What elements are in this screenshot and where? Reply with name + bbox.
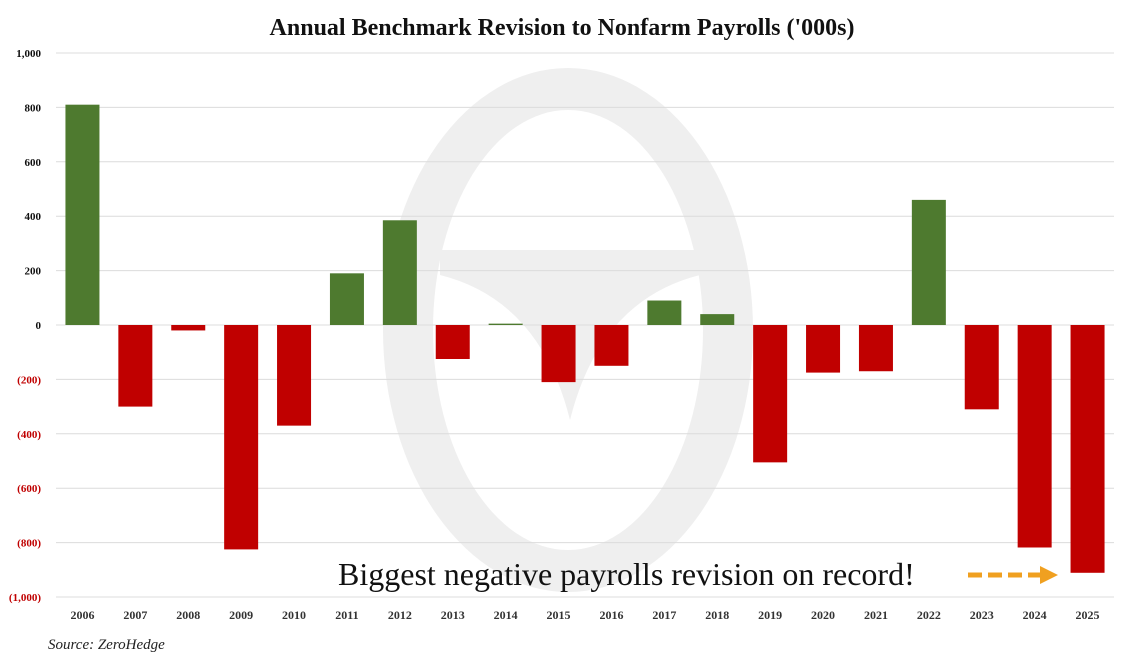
source-note: Source: ZeroHedge xyxy=(48,637,165,653)
y-tick-label: (600) xyxy=(17,483,41,495)
x-tick-label: 2022 xyxy=(917,608,941,622)
y-tick-label: 400 xyxy=(25,211,42,223)
bar-2024 xyxy=(1017,325,1052,548)
bar-2014 xyxy=(488,323,523,325)
x-tick-label: 2016 xyxy=(599,608,623,622)
bar-2007 xyxy=(118,325,153,407)
y-axis-ticks: 1,000 800 600 400 200 0 (200) (400) (600) (800) (1… xyxy=(9,48,42,604)
y-tick-label: (800) xyxy=(17,538,41,550)
bar-2023 xyxy=(964,325,999,410)
record-annotation: Biggest negative payrolls revision on re… xyxy=(338,556,915,592)
y-tick-label: 200 xyxy=(25,266,42,278)
x-tick-label: 2023 xyxy=(970,608,994,622)
x-tick-label: 2025 xyxy=(1076,608,1100,622)
y-tick-label: (200) xyxy=(17,374,41,386)
bar-2008 xyxy=(171,325,206,331)
x-tick-label: 2017 xyxy=(652,608,676,622)
x-tick-label: 2006 xyxy=(70,608,94,622)
y-tick-label: (1,000) xyxy=(9,592,41,604)
bar-2015 xyxy=(541,325,576,383)
chart-title: Annual Benchmark Revision to Nonfarm Pay… xyxy=(270,15,855,41)
x-tick-label: 2019 xyxy=(758,608,782,622)
bar-2020 xyxy=(806,325,841,373)
x-tick-label: 2013 xyxy=(441,608,465,622)
bar-2016 xyxy=(594,325,629,366)
x-tick-label: 2024 xyxy=(1023,608,1047,622)
bars xyxy=(65,104,1105,573)
x-tick-label: 2015 xyxy=(547,608,571,622)
bar-2012 xyxy=(382,220,417,325)
x-tick-label: 2018 xyxy=(705,608,729,622)
y-tick-label: 800 xyxy=(25,102,42,114)
y-tick-label: 0 xyxy=(36,320,42,332)
bar-2009 xyxy=(224,325,259,550)
x-tick-label: 2011 xyxy=(335,608,358,622)
x-tick-label: 2010 xyxy=(282,608,306,622)
bar-2013 xyxy=(435,325,470,359)
y-tick-label: (400) xyxy=(17,429,41,441)
bar-2021 xyxy=(858,325,893,372)
x-tick-label: 2020 xyxy=(811,608,835,622)
bar-2006 xyxy=(65,104,100,326)
x-tick-label: 2021 xyxy=(864,608,888,622)
x-tick-label: 2009 xyxy=(229,608,253,622)
x-axis-ticks: 2006 2007 2008 2009 2010 2011 2012 2013 2014 2015… xyxy=(70,608,1099,622)
bar-2017 xyxy=(647,300,682,325)
y-tick-label: 600 xyxy=(25,157,42,169)
y-tick-label: 1,000 xyxy=(16,48,41,60)
x-tick-label: 2007 xyxy=(123,608,147,622)
x-tick-label: 2014 xyxy=(494,608,518,622)
bar-2019 xyxy=(753,325,788,463)
x-tick-label: 2008 xyxy=(176,608,200,622)
bar-2025 xyxy=(1070,325,1105,573)
arrow-icon xyxy=(968,566,1058,584)
bar-2010 xyxy=(277,325,312,426)
bar-2022 xyxy=(911,199,946,325)
x-tick-label: 2012 xyxy=(388,608,412,622)
bar-2018 xyxy=(700,314,735,325)
bar-2011 xyxy=(329,273,364,325)
